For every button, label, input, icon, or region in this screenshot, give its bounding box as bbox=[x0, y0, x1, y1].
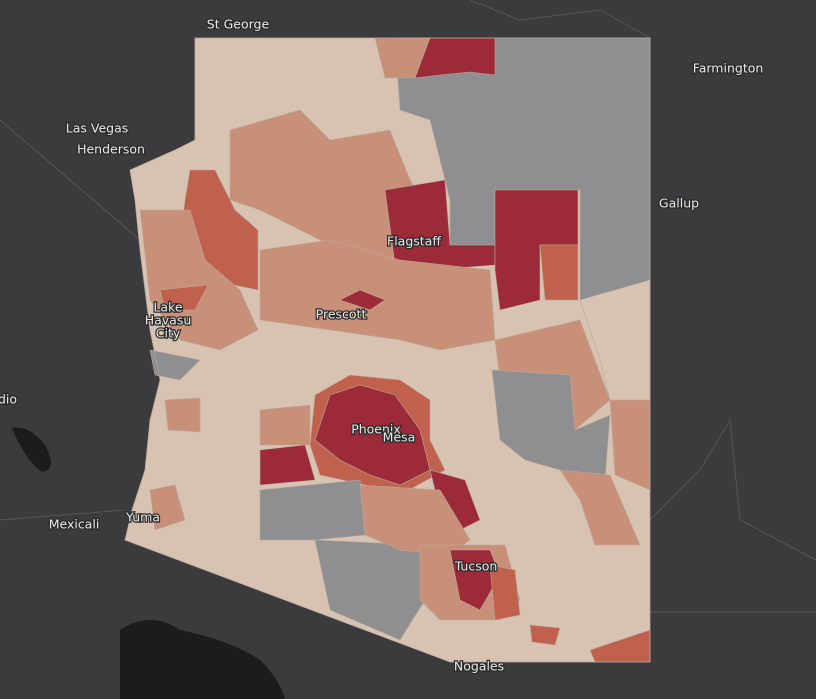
place-label: Prescott bbox=[316, 307, 367, 322]
place-label: Mesa bbox=[383, 430, 416, 445]
place-label: Farmington bbox=[693, 61, 764, 76]
labels: St George Farmington Las Vegas Henderson Gal… bbox=[0, 15, 765, 675]
place-label: Phoenix bbox=[351, 422, 401, 437]
place-label: Las Vegas bbox=[66, 121, 129, 136]
place-label: St George bbox=[207, 17, 270, 32]
place-label: Lake bbox=[153, 300, 182, 315]
place-label: Yuma bbox=[125, 510, 160, 525]
arizona bbox=[124, 37, 651, 663]
place-label: Flagstaff bbox=[387, 234, 441, 249]
place-label: Nogales bbox=[454, 659, 504, 674]
place-label: City bbox=[156, 326, 181, 341]
place-label: Henderson bbox=[77, 142, 145, 157]
place-label: Havasu bbox=[145, 313, 192, 328]
place-label: Mexicali bbox=[49, 517, 100, 532]
place-label: Tucson bbox=[454, 559, 498, 574]
place-label: Gallup bbox=[659, 196, 699, 211]
place-label: dio bbox=[0, 392, 17, 407]
